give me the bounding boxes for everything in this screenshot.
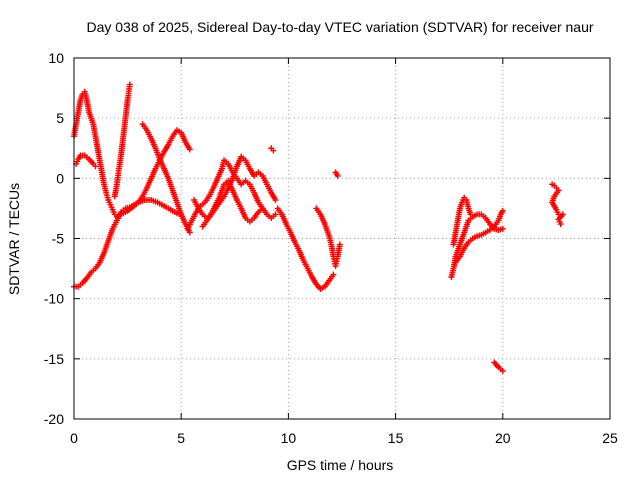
data-point bbox=[330, 271, 337, 278]
data-point bbox=[270, 147, 277, 154]
data-point bbox=[186, 146, 193, 153]
series-trace-16 bbox=[491, 359, 506, 374]
data-point bbox=[92, 163, 99, 170]
plot-frame bbox=[73, 57, 611, 420]
grid-lines bbox=[74, 58, 610, 419]
data-point bbox=[334, 172, 341, 179]
y-axis-label: SDTVAR / TECUs bbox=[6, 183, 22, 295]
y-tick-label: -5 bbox=[52, 231, 65, 247]
x-tick-label: 20 bbox=[495, 430, 511, 446]
data-point bbox=[557, 221, 564, 228]
series-trace-1 bbox=[71, 88, 185, 220]
series-trace-3 bbox=[73, 152, 99, 170]
x-tick-label: 25 bbox=[602, 430, 618, 446]
series-trace-4 bbox=[111, 81, 133, 200]
data-point bbox=[272, 196, 279, 203]
series-trace-8 bbox=[199, 177, 266, 230]
data-point bbox=[186, 229, 193, 236]
y-tick-label: -20 bbox=[44, 411, 64, 427]
series-trace-9 bbox=[268, 145, 277, 154]
series-trace-14 bbox=[450, 194, 474, 248]
data-point bbox=[499, 367, 506, 374]
y-tick-label: -15 bbox=[44, 351, 64, 367]
y-tick-label: 0 bbox=[56, 170, 64, 186]
series-trace-5 bbox=[139, 121, 193, 236]
data-point bbox=[499, 225, 506, 232]
series-trace-15 bbox=[452, 207, 506, 266]
data-point bbox=[259, 205, 266, 212]
data-point bbox=[467, 211, 474, 218]
x-tick-label: 15 bbox=[388, 430, 404, 446]
data-point bbox=[126, 81, 133, 88]
x-tick-label: 5 bbox=[177, 430, 185, 446]
series-trace-10 bbox=[274, 205, 337, 293]
data-points bbox=[71, 81, 566, 374]
y-tick-label: -10 bbox=[44, 291, 64, 307]
x-tick-label: 10 bbox=[281, 430, 297, 446]
series-trace-17 bbox=[549, 181, 566, 228]
series-trace-2 bbox=[71, 127, 193, 290]
x-axis-label: GPS time / hours bbox=[287, 457, 394, 473]
x-tick-label: 0 bbox=[70, 430, 78, 446]
series-trace-11 bbox=[313, 205, 343, 270]
series-trace-12 bbox=[332, 169, 341, 179]
y-tick-label: 10 bbox=[48, 50, 64, 66]
data-point bbox=[499, 207, 506, 214]
data-point bbox=[272, 211, 279, 218]
data-point bbox=[336, 241, 343, 248]
chart-title: Day 038 of 2025, Sidereal Day-to-day VTE… bbox=[86, 19, 593, 35]
y-tick-label: 5 bbox=[56, 110, 64, 126]
